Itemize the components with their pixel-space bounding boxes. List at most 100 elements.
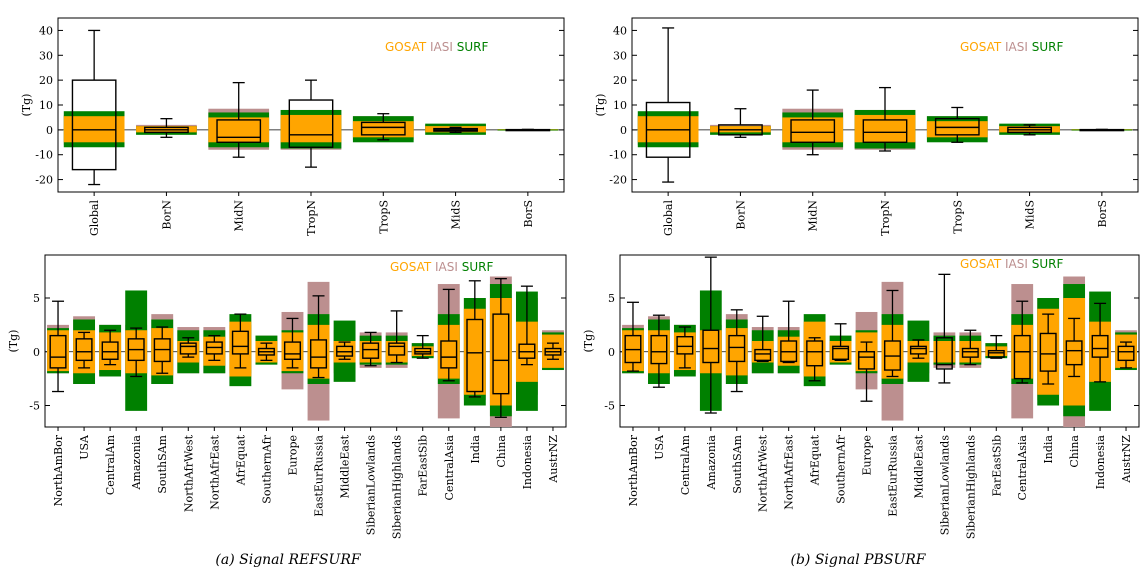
gosat-bar bbox=[151, 328, 174, 376]
box bbox=[310, 339, 328, 369]
x-tick-label: SouthSAm bbox=[156, 434, 169, 493]
box bbox=[101, 341, 119, 360]
x-tick-label: SiberianLowlands bbox=[365, 435, 378, 536]
x-tick-label: AustrNZ bbox=[547, 435, 560, 484]
gosat-bar bbox=[673, 332, 696, 371]
x-tick-label: NorthAmBor bbox=[52, 434, 65, 506]
gosat-bar bbox=[359, 341, 382, 363]
caption-b: (b) Signal PBSURF bbox=[790, 552, 926, 568]
box bbox=[935, 337, 953, 370]
y-tick-label: 0 bbox=[33, 346, 40, 359]
box bbox=[1039, 332, 1057, 372]
x-tick-label: CentralAm bbox=[679, 434, 692, 495]
box bbox=[360, 121, 406, 136]
gosat-bar bbox=[803, 321, 826, 377]
legend-iasi: IASI bbox=[431, 260, 458, 274]
x-tick-label: MidS bbox=[1024, 200, 1037, 229]
x-tick-label: TropS bbox=[377, 200, 390, 234]
box bbox=[492, 313, 510, 395]
plot-frame bbox=[619, 254, 1140, 428]
box bbox=[1013, 334, 1031, 380]
y-axis-label: (Tg) bbox=[594, 94, 607, 117]
x-tick-label: AfrEquat bbox=[809, 434, 822, 486]
box bbox=[466, 318, 484, 393]
y-tick-label: -5 bbox=[29, 400, 40, 413]
legend: GOSAT IASI SURF bbox=[960, 257, 1063, 271]
box bbox=[75, 338, 93, 362]
gosat-bar bbox=[463, 308, 486, 395]
legend: GOSAT IASI SURF bbox=[385, 40, 488, 54]
x-tick-label: Global bbox=[88, 200, 101, 237]
x-tick-label: SiberianHighlands bbox=[391, 435, 404, 539]
gosat-bar bbox=[1063, 298, 1086, 406]
y-tick-label: 30 bbox=[39, 49, 53, 62]
legend-gosat: GOSAT bbox=[960, 257, 1002, 271]
x-tick-label: MiddleEast bbox=[339, 434, 352, 498]
x-tick-label: BorS bbox=[1096, 200, 1109, 228]
x-tick-label: SouthernAfr bbox=[835, 434, 848, 503]
y-tick-label: -10 bbox=[609, 149, 627, 162]
x-tick-label: NorthAmBor bbox=[627, 434, 640, 506]
y-tick-label: 40 bbox=[613, 24, 627, 37]
x-tick-label: TropS bbox=[951, 200, 964, 234]
panel-b-top-chart: -20 -10 0 10 20 30 40 (Tg) Global BorN MidN TropN Tr… bbox=[594, 17, 1139, 237]
x-tick-label: India bbox=[469, 435, 482, 464]
x-tick-label: NorthAfrWest bbox=[757, 434, 770, 512]
y-tick-label: 20 bbox=[613, 74, 627, 87]
x-tick-label: TropN bbox=[305, 200, 318, 236]
legend: GOSAT IASI SURF bbox=[960, 40, 1063, 54]
x-tick-label: BorN bbox=[734, 200, 747, 230]
box bbox=[702, 329, 720, 364]
x-tick-label: Indonesia bbox=[521, 435, 534, 490]
x-tick-label: CentralAsia bbox=[443, 435, 456, 501]
gosat-bar bbox=[622, 330, 644, 372]
y-axis-label: (Tg) bbox=[582, 330, 595, 353]
box bbox=[1065, 340, 1083, 366]
gosat-bar bbox=[437, 324, 460, 379]
legend-iasi: IASI bbox=[1001, 40, 1028, 54]
y-tick-label: -20 bbox=[35, 174, 53, 187]
x-tick-label: MidN bbox=[233, 200, 246, 232]
y-tick-label: -10 bbox=[35, 149, 53, 162]
box bbox=[288, 99, 334, 148]
y-tick-label: -5 bbox=[604, 400, 615, 413]
box bbox=[440, 340, 458, 369]
x-tick-label: NorthAfrWest bbox=[182, 434, 195, 512]
gosat-bar bbox=[280, 114, 342, 143]
box bbox=[832, 345, 850, 360]
y-tick-label: 40 bbox=[39, 24, 53, 37]
gosat-bar bbox=[782, 117, 844, 143]
x-tick-label: EastEurRussia bbox=[886, 435, 899, 517]
x-tick-label: AustrNZ bbox=[1120, 435, 1133, 484]
x-tick-label: BorS bbox=[522, 200, 535, 228]
legend-surf: SURF bbox=[1028, 257, 1064, 271]
box bbox=[71, 79, 117, 171]
box bbox=[231, 330, 249, 355]
gosat-bar bbox=[1089, 321, 1111, 382]
x-tick-label: TropN bbox=[879, 200, 892, 236]
box bbox=[1091, 334, 1109, 358]
y-tick-label: 0 bbox=[608, 346, 615, 359]
x-tick-label: CentralAm bbox=[104, 434, 117, 495]
legend-surf: SURF bbox=[453, 40, 489, 54]
box bbox=[961, 347, 979, 358]
y-tick-label: 5 bbox=[608, 292, 615, 305]
box bbox=[987, 349, 1005, 358]
x-tick-label: SouthSAm bbox=[731, 434, 744, 493]
gosat-bar bbox=[229, 321, 252, 377]
y-tick-label: 10 bbox=[39, 99, 53, 112]
gosat-bar bbox=[881, 324, 904, 379]
plot-frame bbox=[44, 254, 567, 428]
y-axis-label: (Tg) bbox=[20, 94, 33, 117]
box bbox=[728, 334, 746, 363]
box bbox=[806, 340, 824, 367]
x-tick-label: Global bbox=[662, 200, 675, 237]
y-tick-label: 0 bbox=[620, 124, 627, 137]
x-tick-label: CentralAsia bbox=[1016, 435, 1029, 501]
gosat-bar bbox=[47, 330, 69, 372]
legend-gosat: GOSAT bbox=[960, 40, 1002, 54]
box bbox=[676, 336, 694, 355]
x-tick-label: MiddleEast bbox=[912, 434, 925, 498]
gosat-bar bbox=[1037, 308, 1060, 395]
gosat-bar bbox=[926, 121, 988, 138]
